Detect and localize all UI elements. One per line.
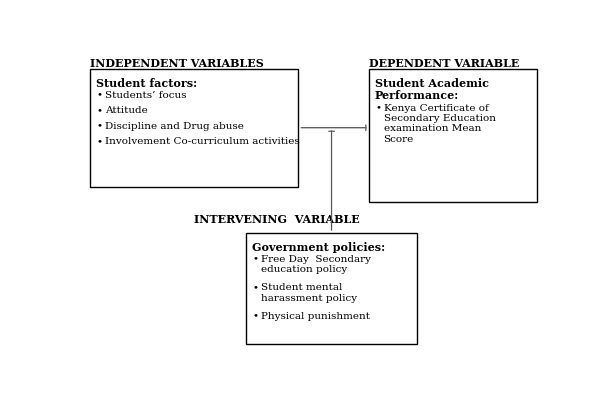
Text: •: •: [96, 106, 102, 115]
FancyBboxPatch shape: [246, 233, 417, 344]
Text: INDEPENDENT VARIABLES: INDEPENDENT VARIABLES: [90, 57, 264, 68]
FancyBboxPatch shape: [370, 70, 537, 203]
Text: Student Academic
Performance:: Student Academic Performance:: [375, 77, 489, 101]
Text: Free Day  Secondary
education policy: Free Day Secondary education policy: [260, 254, 371, 273]
Text: Physical punishment: Physical punishment: [260, 311, 370, 320]
Text: •: •: [96, 121, 102, 130]
Text: Kenya Certificate of
Secondary Education
examination Mean
Score: Kenya Certificate of Secondary Education…: [384, 103, 495, 144]
Text: •: •: [252, 311, 258, 320]
Text: Discipline and Drug abuse: Discipline and Drug abuse: [105, 121, 243, 130]
Text: •: •: [252, 254, 258, 263]
Text: Student mental
harassment policy: Student mental harassment policy: [260, 282, 357, 302]
Text: •: •: [96, 90, 102, 99]
Text: •: •: [252, 282, 258, 292]
Text: Government policies:: Government policies:: [252, 241, 386, 252]
Text: •: •: [375, 103, 381, 112]
Text: Involvement Co-curriculum activities: Involvement Co-curriculum activities: [105, 137, 300, 146]
Text: Attitude: Attitude: [105, 106, 148, 115]
Text: DEPENDENT VARIABLE: DEPENDENT VARIABLE: [370, 57, 520, 68]
Text: INTERVENING  VARIABLE: INTERVENING VARIABLE: [195, 213, 360, 224]
Text: •: •: [96, 137, 102, 146]
Text: Student factors:: Student factors:: [96, 77, 197, 89]
FancyBboxPatch shape: [90, 70, 298, 187]
Text: Students’ focus: Students’ focus: [105, 90, 186, 99]
